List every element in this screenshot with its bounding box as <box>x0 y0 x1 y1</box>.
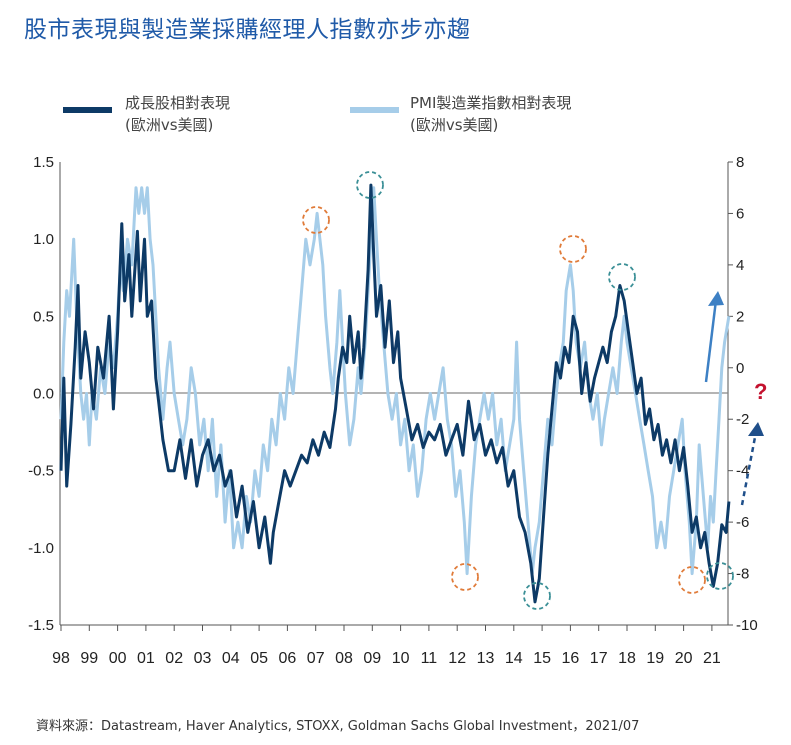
arrow-up-dashed <box>740 431 758 506</box>
legend-label-series-1: 成長股相對表現 <box>125 94 230 112</box>
x-tick-label: 04 <box>222 650 240 667</box>
y-left-tick-label: -1.0 <box>28 540 54 557</box>
annotations: ? <box>302 171 767 610</box>
x-ticks: 98 99 00 01 02 03 04 05 06 07 08 09 10 11 12 13 14 15 16 17… <box>52 625 721 667</box>
y-right-tick-label: -10 <box>736 617 758 634</box>
y-left-tick-label: 0.5 <box>33 308 54 325</box>
legend: 成長股相對表現 (歐洲vs美國) PMI製造業指數相對表現 (歐洲vs美國) <box>63 94 571 134</box>
x-tick-label: 09 <box>363 650 381 667</box>
x-tick-label: 10 <box>392 650 410 667</box>
arrow-up-solid-head <box>708 291 724 306</box>
x-tick-label: 98 <box>52 650 70 667</box>
peak-circle-teal <box>356 171 384 199</box>
x-tick-label: 21 <box>703 650 721 667</box>
x-tick-label: 18 <box>618 650 636 667</box>
x-tick-label: 17 <box>590 650 608 667</box>
x-tick-label: 11 <box>421 650 438 667</box>
x-tick-label: 08 <box>335 650 353 667</box>
y-right-ticks: -10 -8 -6 -4 -2 0 2 4 6 8 <box>728 154 758 634</box>
x-tick-label: 13 <box>477 650 495 667</box>
trough-circle-orange <box>678 566 706 594</box>
x-tick-label: 03 <box>194 650 212 667</box>
x-tick-label: 19 <box>646 650 664 667</box>
arrow-up-solid <box>704 299 718 383</box>
y-right-tick-label: 2 <box>736 308 744 325</box>
x-tick-label: 12 <box>448 650 466 667</box>
x-tick-label: 20 <box>675 650 693 667</box>
y-right-tick-label: -6 <box>736 514 749 531</box>
peak-circle-orange <box>559 235 587 263</box>
peak-circle-orange <box>302 206 330 234</box>
y-left-tick-label: 1.5 <box>33 154 54 171</box>
series-line-pmi <box>59 186 731 576</box>
y-left-tick-label: -0.5 <box>28 463 54 480</box>
x-tick-label: 00 <box>109 650 127 667</box>
y-right-tick-label: 0 <box>736 360 744 377</box>
arrow-up-dashed-head <box>748 422 764 436</box>
x-tick-label: 06 <box>279 650 297 667</box>
y-right-tick-label: -2 <box>736 411 749 428</box>
legend-label-series-2-sub: (歐洲vs美國) <box>410 116 498 134</box>
trough-circle-teal <box>523 582 551 610</box>
y-right-tick-label: 4 <box>736 257 744 274</box>
legend-label-series-2: PMI製造業指數相對表現 <box>410 94 571 112</box>
x-tick-label: 15 <box>533 650 551 667</box>
source-note: 資料來源：Datastream, Haver Analytics, STOXX,… <box>36 719 640 734</box>
x-tick-label: 99 <box>80 650 98 667</box>
x-tick-label: 05 <box>250 650 268 667</box>
y-left-tick-label: 1.0 <box>33 231 54 248</box>
legend-label-series-1-sub: (歐洲vs美國) <box>125 116 213 134</box>
trough-circle-teal <box>706 562 734 590</box>
trough-circle-orange <box>451 563 479 591</box>
page-title: 股市表現與製造業採購經理人指數亦步亦趨 <box>24 17 471 43</box>
series-line-growth <box>59 183 731 604</box>
y-right-tick-label: -4 <box>736 463 749 480</box>
y-left-tick-label: -1.5 <box>28 617 54 634</box>
x-tick-label: 01 <box>137 650 155 667</box>
y-left-ticks: -1.5 -1.0 -0.5 0.0 0.5 1.0 1.5 <box>28 154 54 634</box>
y-right-tick-label: 6 <box>736 205 744 222</box>
x-tick-label: 14 <box>505 650 523 667</box>
peak-circle-teal <box>608 263 636 291</box>
x-tick-label: 02 <box>165 650 183 667</box>
y-left-tick-label: 0.0 <box>33 386 54 403</box>
y-right-tick-label: 8 <box>736 154 744 171</box>
x-tick-label: 16 <box>562 650 580 667</box>
x-tick-label: 07 <box>307 650 325 667</box>
y-right-tick-label: -8 <box>736 566 749 583</box>
question-mark: ? <box>754 379 767 404</box>
